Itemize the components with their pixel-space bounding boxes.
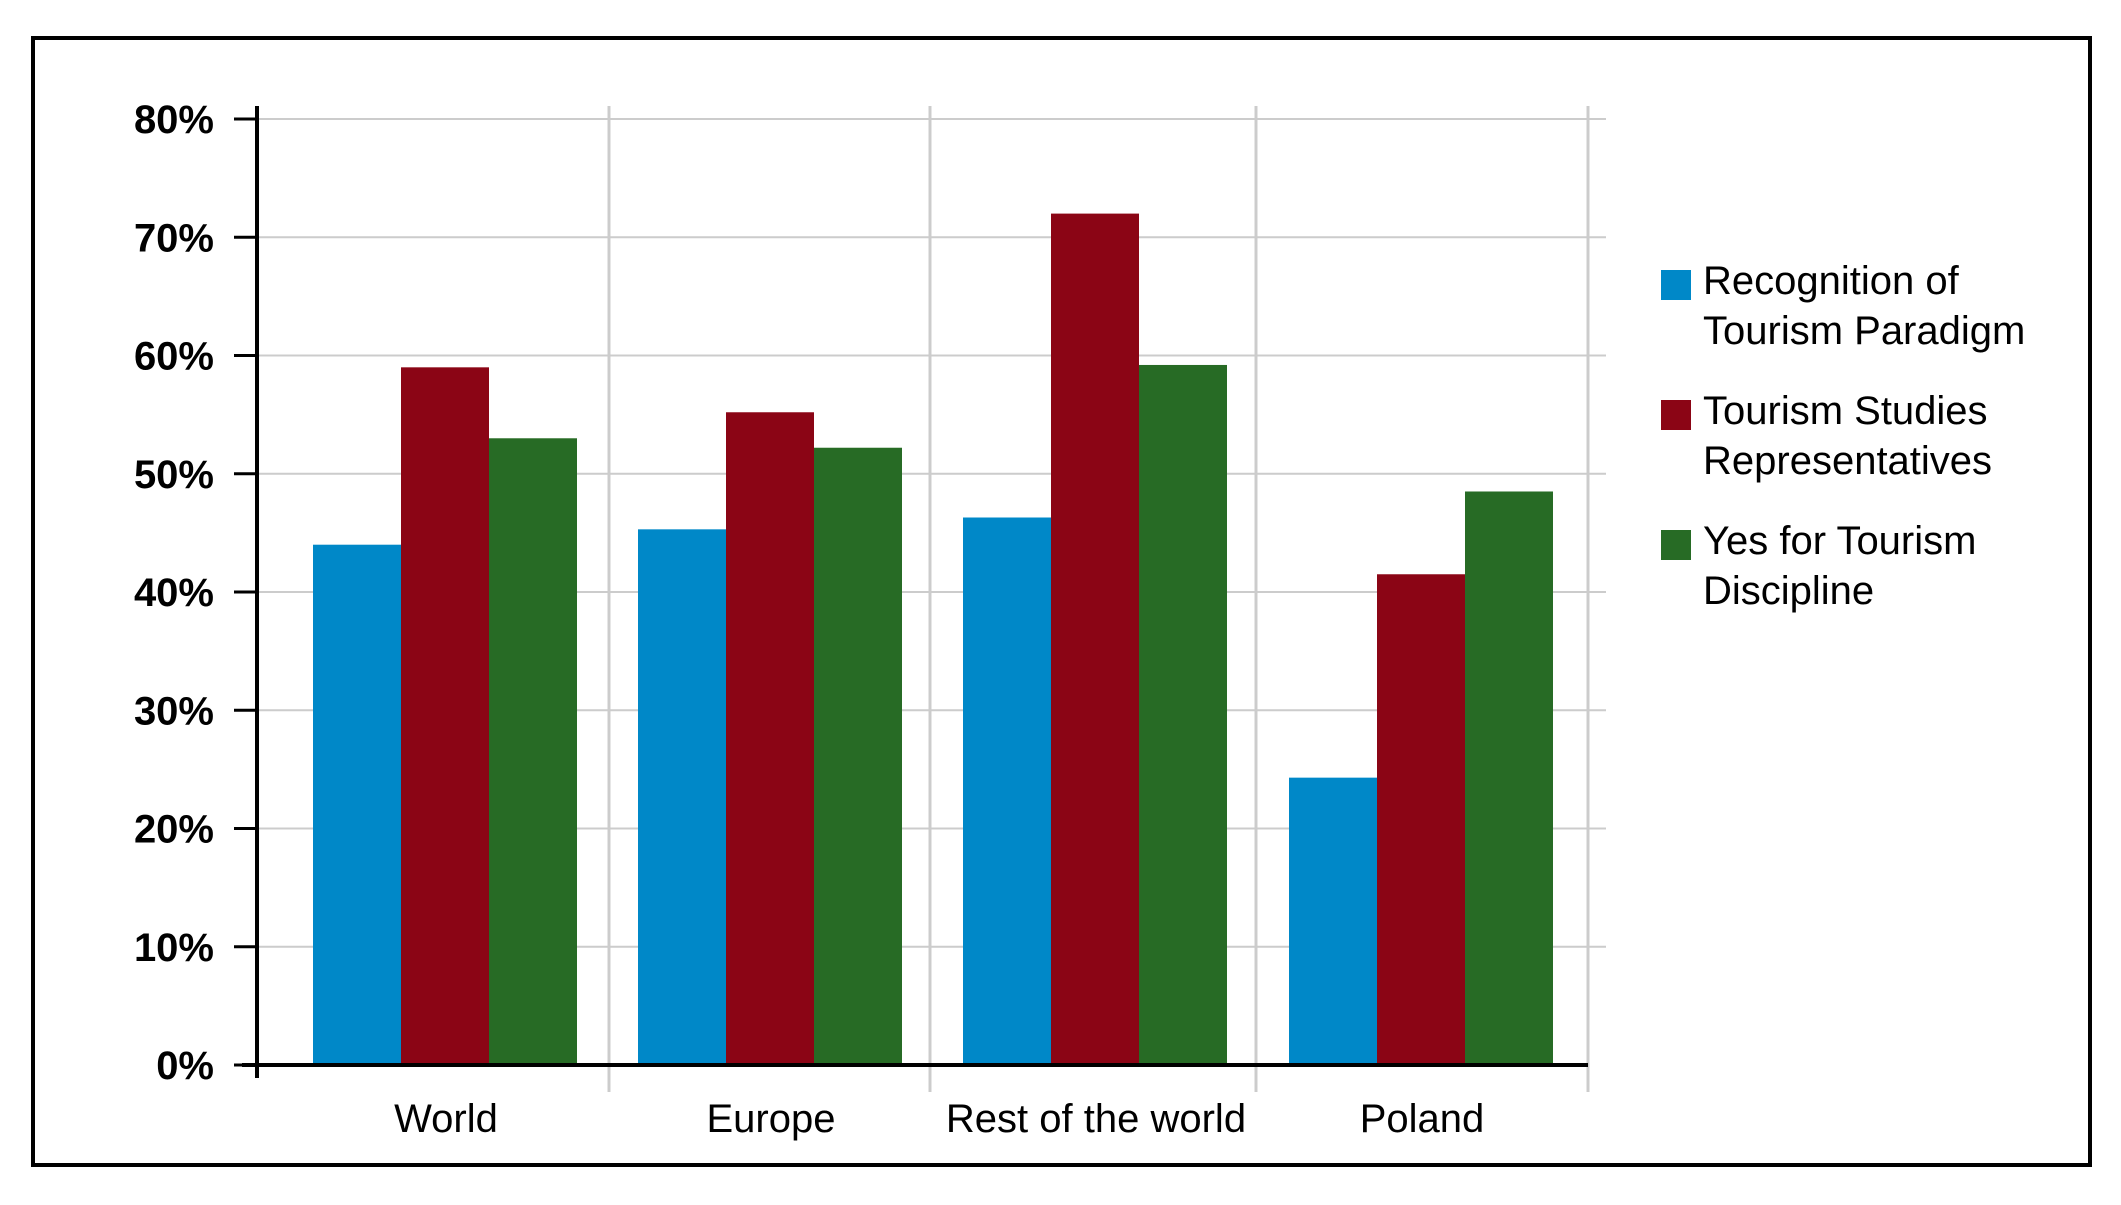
y-tick-label: 80%: [134, 98, 214, 142]
y-tick-label: 30%: [134, 689, 214, 733]
bar: [1289, 777, 1377, 1065]
axes: [234, 106, 1588, 1078]
x-tick-label: Europe: [707, 1097, 836, 1141]
legend-label-discipline: Yes for Tourism Discipline: [1703, 519, 1977, 613]
x-tick-label: Rest of the world: [946, 1097, 1246, 1141]
bar: [1139, 364, 1227, 1066]
bar: [726, 412, 814, 1065]
legend-swatch-representatives: [1661, 400, 1691, 430]
x-tick-label: World: [394, 1097, 498, 1141]
bar: [963, 517, 1051, 1065]
bar: [313, 544, 401, 1065]
y-tick-labels: 0% 10% 20% 30% 40% 50% 60% 70% 80%: [134, 98, 214, 1088]
x-tick-label: Poland: [1360, 1097, 1485, 1141]
y-tick-label: 60%: [134, 335, 214, 379]
legend-label-representatives: Tourism Studies Representatives: [1703, 389, 1993, 483]
bar: [814, 447, 902, 1065]
y-tick-label: 0%: [156, 1044, 214, 1088]
legend-item-discipline: Yes for Tourism Discipline: [1647, 516, 2087, 616]
legend-label-recognition: Recognition of Tourism Paradigm: [1703, 259, 2026, 353]
bar: [1465, 491, 1553, 1065]
legend-item-representatives: Tourism Studies Representatives: [1647, 386, 2087, 486]
legend-item-recognition: Recognition of Tourism Paradigm: [1647, 256, 2087, 356]
y-tick-label: 50%: [134, 453, 214, 497]
bar: [489, 438, 577, 1065]
legend: Recognition of Tourism Paradigm Tourism …: [1647, 256, 2087, 646]
x-tick-labels: World Europe Rest of the world Poland: [394, 1097, 1484, 1141]
y-tick-label: 10%: [134, 926, 214, 970]
bar: [1051, 213, 1139, 1066]
bars: [313, 213, 1553, 1066]
bar: [638, 529, 726, 1065]
y-tick-label: 20%: [134, 808, 214, 852]
bar: [1377, 574, 1465, 1065]
legend-swatch-recognition: [1661, 270, 1691, 300]
y-tick-label: 70%: [134, 216, 214, 260]
bar: [401, 367, 489, 1065]
legend-swatch-discipline: [1661, 530, 1691, 560]
y-tick-label: 40%: [134, 571, 214, 615]
